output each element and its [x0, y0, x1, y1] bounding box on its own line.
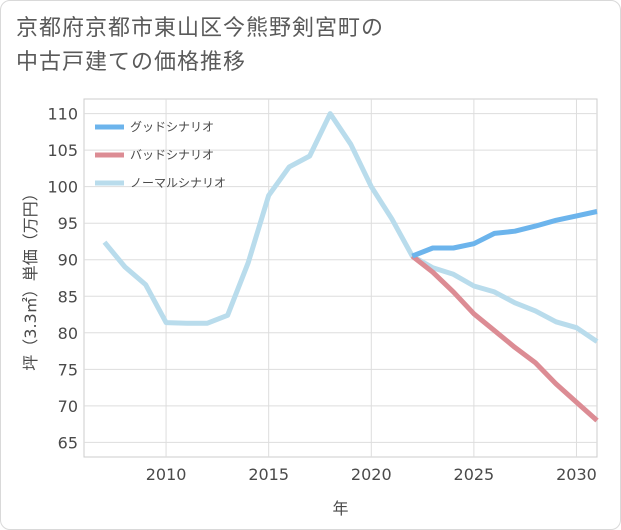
y-tick-label: 85 — [58, 287, 78, 306]
series-bad — [410, 254, 599, 423]
y-tick-label: 100 — [47, 178, 78, 197]
y-tick-label: 80 — [58, 324, 78, 343]
legend-label: ノーマルシナリオ — [130, 176, 226, 190]
title-line-2: 中古戸建ての価格推移 — [16, 50, 247, 75]
title-line-1: 京都府京都市東山区今熊野剣宮町の — [16, 16, 385, 41]
plot-area — [83, 98, 598, 458]
y-tick-label: 75 — [58, 360, 78, 379]
x-tick-label: 2015 — [248, 465, 289, 484]
y-tick-label: 65 — [58, 433, 78, 452]
series-line — [410, 254, 599, 423]
y-tick-label: 110 — [47, 105, 78, 124]
legend-label: グッドシナリオ — [130, 120, 214, 134]
y-axis-label: 坪（3.3㎡）単価（万円） — [21, 185, 40, 370]
x-tick-label: 2020 — [351, 465, 392, 484]
x-tick-label: 2030 — [556, 465, 597, 484]
series-normal — [102, 111, 599, 344]
x-tick-label: 2025 — [454, 465, 495, 484]
y-tick-label: 90 — [58, 251, 78, 270]
chart-title: 京都府京都市東山区今熊野剣宮町の 中古戸建ての価格推移 — [16, 12, 576, 80]
y-tick-label: 95 — [58, 214, 78, 233]
y-tick-label: 70 — [58, 397, 78, 416]
series-good — [411, 209, 598, 259]
x-axis-label: 年 — [332, 499, 348, 518]
legend-label: バッドシナリオ — [130, 148, 214, 162]
series-line — [411, 209, 598, 259]
y-tick-label: 105 — [47, 141, 78, 160]
x-tick-label: 2010 — [146, 465, 187, 484]
